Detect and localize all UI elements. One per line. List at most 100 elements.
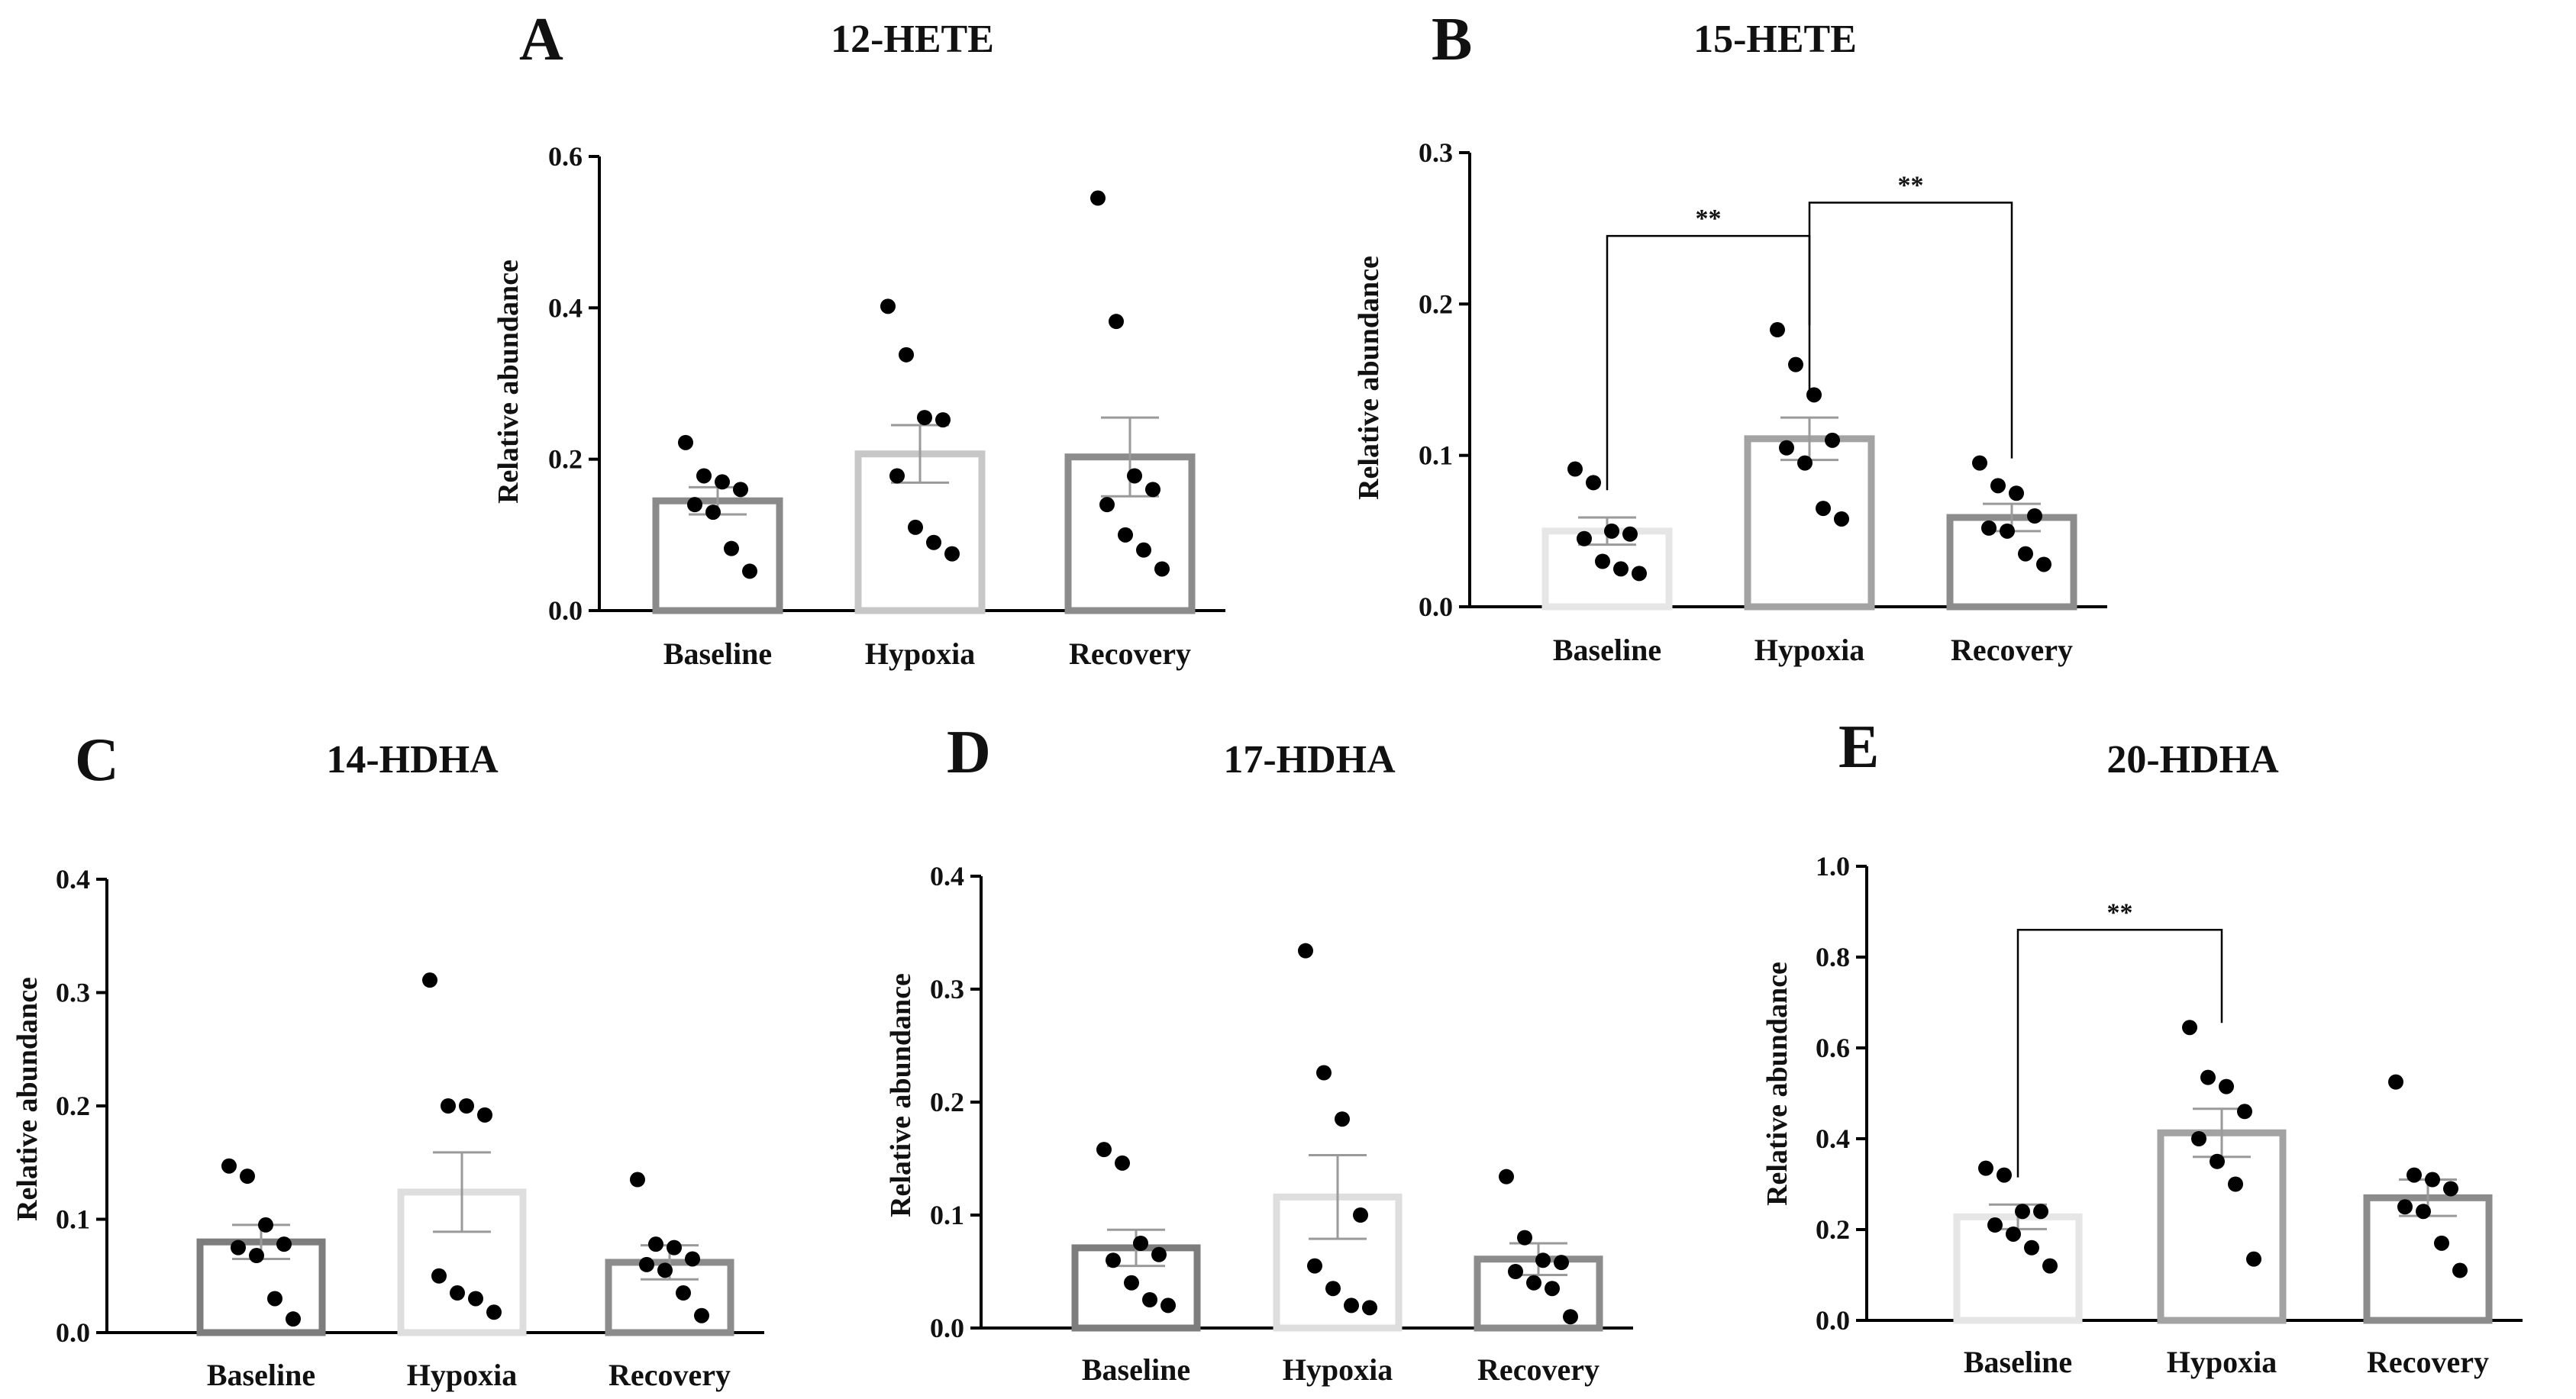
y-tick-label: 0.0	[548, 595, 583, 626]
data-point	[1997, 1167, 2012, 1183]
y-tick-label: 1.0	[1816, 851, 1850, 882]
data-point	[2416, 1204, 2431, 1220]
data-point	[639, 1256, 654, 1272]
data-point	[1770, 322, 1785, 338]
data-point	[1595, 553, 1610, 569]
data-point	[1145, 482, 1160, 498]
x-category-label: Recovery	[1477, 1352, 1600, 1387]
data-point	[1577, 530, 1592, 546]
panel-letter: E	[1838, 714, 1879, 781]
data-point	[2191, 1131, 2206, 1146]
data-point	[1816, 501, 1831, 517]
y-tick-label: 0.4	[930, 861, 964, 891]
data-point	[899, 347, 914, 363]
data-point	[1990, 478, 2006, 494]
data-point	[240, 1169, 255, 1185]
x-category-label: Recovery	[1069, 637, 1191, 671]
data-point	[1545, 1281, 1560, 1297]
y-tick-label: 0.8	[1816, 942, 1850, 972]
y-tick-label: 0.2	[1816, 1214, 1850, 1245]
data-point	[1136, 542, 1151, 558]
data-point	[459, 1098, 474, 1114]
panel-15-hete: B 15-HETE Relative abundance 0.0 0.1 0.2 0.…	[1353, 6, 2107, 667]
y-tick-label: 0.2	[930, 1087, 964, 1117]
x-category-label: Baseline	[207, 1358, 315, 1392]
data-point	[696, 468, 712, 484]
panel-letter: B	[1432, 6, 1472, 73]
data-point	[1987, 1217, 2003, 1233]
data-point	[1825, 432, 1840, 448]
data-point	[2228, 1176, 2243, 1192]
significance-label: **	[2107, 898, 2133, 927]
y-tick-label: 0.4	[56, 864, 90, 895]
significance-bracket: **	[2016, 898, 2223, 1178]
panel-14-hdha: C 14-HDHA Relative abundance 0.0 0.1 0.2 0.…	[11, 727, 764, 1392]
y-axis-label: Relative abundance	[885, 973, 917, 1217]
x-category-label: Baseline	[663, 637, 772, 671]
y-tick-label: 0.3	[1419, 137, 1453, 168]
data-point	[1526, 1275, 1541, 1291]
data-point	[1099, 497, 1115, 513]
data-point	[2006, 1226, 2021, 1242]
data-point	[2182, 1020, 2197, 1036]
data-point	[1307, 1258, 1322, 1274]
bracket-line	[1808, 201, 2013, 459]
data-point	[2210, 1153, 2225, 1169]
data-point	[685, 1251, 700, 1267]
data-point	[258, 1217, 273, 1233]
data-point	[2015, 1204, 2030, 1220]
data-point	[286, 1311, 301, 1327]
y-tick-label: 0.0	[930, 1313, 964, 1343]
data-point	[1632, 566, 1647, 582]
data-point	[1298, 943, 1313, 959]
error-bar	[433, 1151, 491, 1233]
significance-bracket: **	[1808, 171, 2013, 459]
data-point	[1834, 511, 1849, 527]
data-point	[1806, 387, 1822, 403]
data-point	[733, 482, 748, 498]
data-point	[431, 1268, 447, 1284]
data-point	[694, 1307, 709, 1323]
data-point	[1981, 520, 1997, 536]
y-tick-label: 0.2	[1419, 289, 1453, 319]
panel-title: 20-HDHA	[2106, 738, 2279, 782]
y-tick-label: 0.0	[56, 1317, 90, 1348]
data-point	[1142, 1292, 1157, 1307]
data-point	[249, 1248, 264, 1264]
x-category-label: Hypoxia	[1283, 1352, 1393, 1387]
data-point	[221, 1158, 237, 1174]
y-axis-label: Relative abundance	[1761, 962, 1793, 1206]
data-point	[926, 534, 941, 550]
data-point	[676, 1285, 691, 1301]
data-point	[1622, 526, 1638, 542]
data-point	[944, 546, 960, 562]
data-point	[917, 410, 932, 426]
y-tick-label: 0.1	[930, 1200, 964, 1230]
x-category-label: Recovery	[2367, 1345, 2489, 1379]
data-point	[1096, 1142, 1112, 1158]
data-point	[2452, 1262, 2468, 1278]
x-category-label: Hypoxia	[2167, 1345, 2277, 1379]
panel-title: 17-HDHA	[1223, 738, 1396, 782]
y-tick-label: 0.4	[1816, 1123, 1850, 1154]
y-tick-label: 0.1	[1419, 440, 1453, 471]
data-point	[1604, 523, 1619, 539]
y-tick-label: 0.3	[930, 974, 964, 1004]
data-point	[657, 1262, 673, 1278]
y-tick-label: 0.3	[56, 978, 90, 1008]
panel-letter: A	[519, 6, 563, 73]
data-point	[2407, 1167, 2422, 1183]
data-point	[1517, 1230, 1532, 1246]
data-point	[486, 1304, 502, 1320]
data-point	[1586, 475, 1601, 491]
error-bar	[1101, 416, 1159, 498]
data-point	[1154, 561, 1170, 577]
data-point	[1115, 1155, 1130, 1171]
data-point	[724, 540, 739, 556]
data-point	[2018, 546, 2033, 562]
data-point	[742, 563, 757, 579]
panel-20-hdha: E 20-HDHA Relative abundance 0.0 0.2 0.4 0.…	[1761, 714, 2523, 1379]
data-point	[2434, 1235, 2449, 1251]
data-point	[1335, 1111, 1350, 1127]
